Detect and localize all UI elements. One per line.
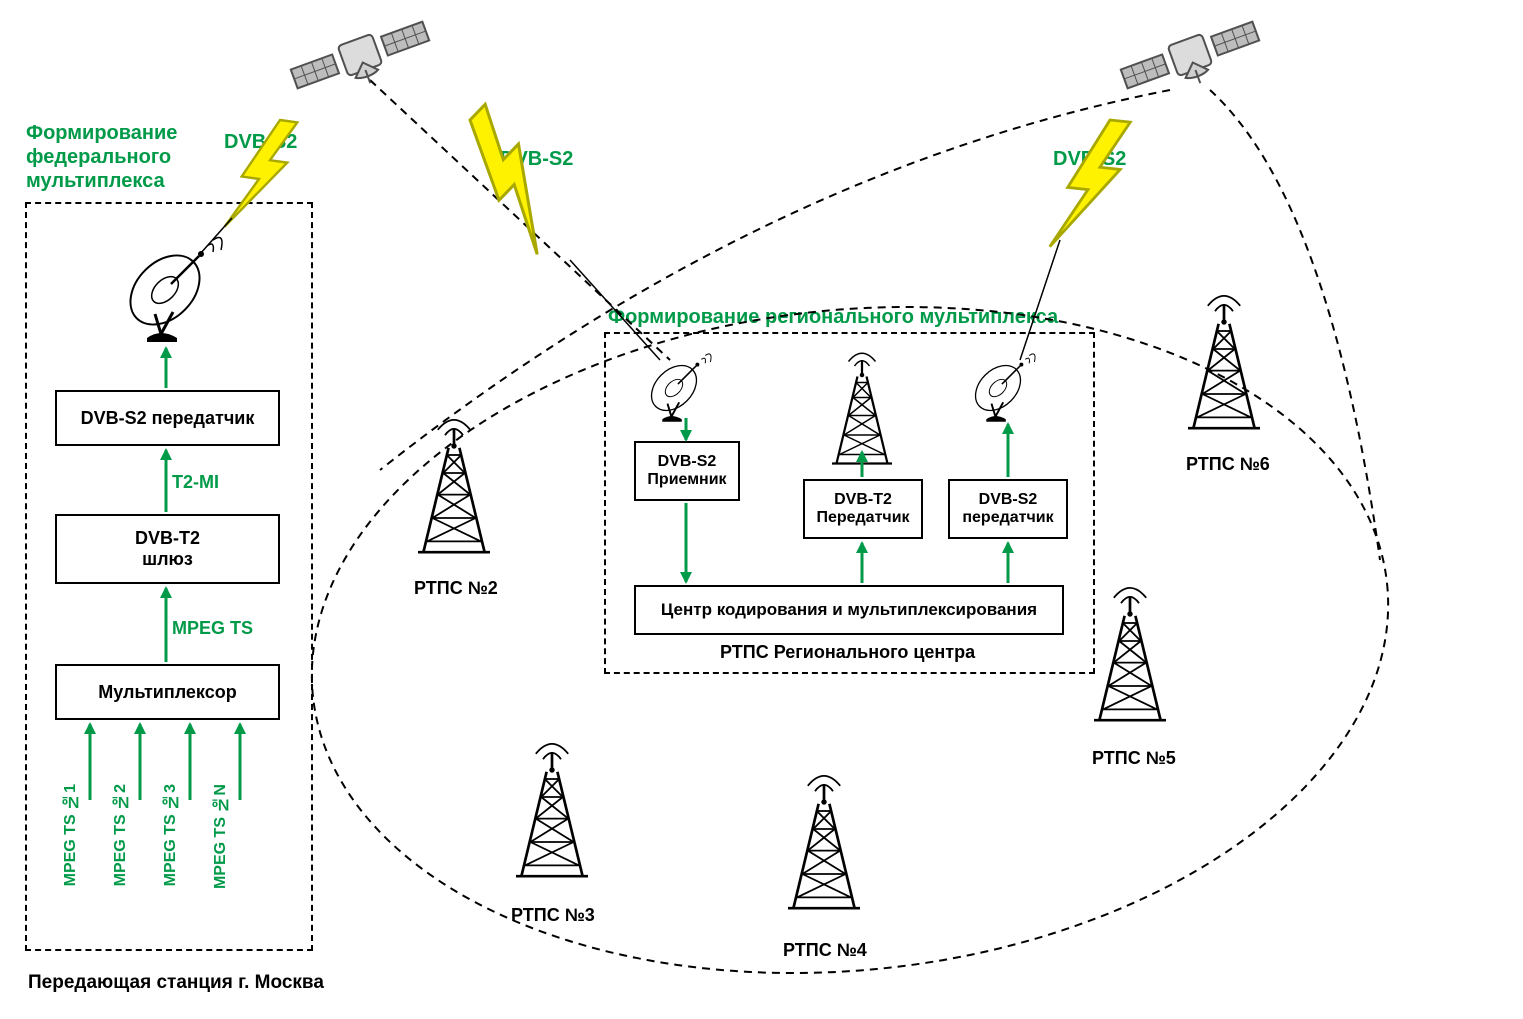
moscow-station-label: Передающая станция г. Москва [28,972,324,994]
dvb-s2-label-sat1-down: DVB-S2 [500,148,573,171]
regional-dvbs2-rx-box: DVB-S2 Приемник [634,441,740,501]
reg-rx-line2: Приемник [647,471,726,489]
t2-mi-label: T2-MI [172,472,219,493]
mpeg-input-n: MPEG TS №N [212,784,230,894]
dvb-s2-label-sat1-up: DVB-S2 [224,131,297,154]
rtps2-label: РТПС №2 [414,578,498,599]
rtps6-tower-icon [1188,296,1260,428]
rtps4-label: РТПС №4 [783,940,867,961]
regional-coding-center-box: Центр кодирования и мультиплексирования [634,585,1064,635]
federal-multiplexer-box: Мультиплексор [55,664,280,720]
mpeg-input-3: MPEG TS №3 [162,784,180,891]
regional-dvbt2-tx-box: DVB-T2 Передатчик [803,479,923,539]
fed-gw-line2: шлюз [135,549,200,570]
federal-title-line3: мультиплекса [26,170,165,193]
dvb-s2-label-sat2: DVB-S2 [1053,148,1126,171]
rtps3-tower-icon [516,744,588,876]
reg-s2-line1: DVB-S2 [962,491,1053,509]
rtps6-label: РТПС №6 [1186,454,1270,475]
fed-gw-line1: DVB-T2 [135,528,200,549]
bolt-sat2-down [1045,110,1138,261]
mpeg-input-2: MPEG TS №2 [112,784,130,891]
federal-title-line2: федерального [26,146,171,169]
regional-dvbs2-tx-box: DVB-S2 передатчик [948,479,1068,539]
reg-rx-line1: DVB-S2 [647,453,726,471]
mpeg-ts-label: MPEG TS [172,618,253,639]
sat2-ray-right [1210,90,1380,560]
diagram-stage: Формирование федерального мультиплекса Ф… [0,0,1523,1019]
federal-dvbt2-gateway-box: DVB-T2 шлюз [55,514,280,584]
rtps5-tower-icon [1094,588,1166,720]
satellite-icon-2 [1119,16,1266,107]
rtps-regional-center-label: РТПС Регионального центра [720,642,975,663]
rtps4-tower-icon [788,776,860,908]
rtps5-label: РТПС №5 [1092,748,1176,769]
satellite-icon-1 [289,16,436,107]
federal-dvbs2-tx-box: DVB-S2 передатчик [55,390,280,446]
mpeg-input-1: MPEG TS №1 [62,784,80,891]
rtps3-label: РТПС №3 [511,905,595,926]
reg-t2-line2: Передатчик [816,509,909,527]
regional-title: Формирование регионального мультиплекса [608,306,1058,329]
federal-title-line1: Формирование [26,122,177,145]
bolt-sat1-down [454,100,571,258]
reg-s2-line2: передатчик [962,509,1053,527]
reg-t2-line1: DVB-T2 [816,491,909,509]
rtps2-tower-icon [418,420,490,552]
